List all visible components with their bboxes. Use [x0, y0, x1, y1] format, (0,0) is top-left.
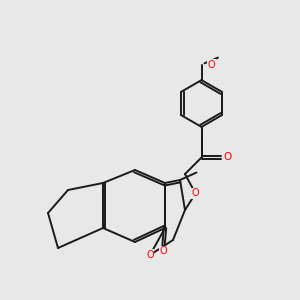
Text: O: O [207, 60, 215, 70]
Text: O: O [223, 152, 231, 163]
Text: O: O [192, 188, 199, 199]
Text: O: O [160, 246, 167, 256]
Text: O: O [146, 250, 154, 260]
